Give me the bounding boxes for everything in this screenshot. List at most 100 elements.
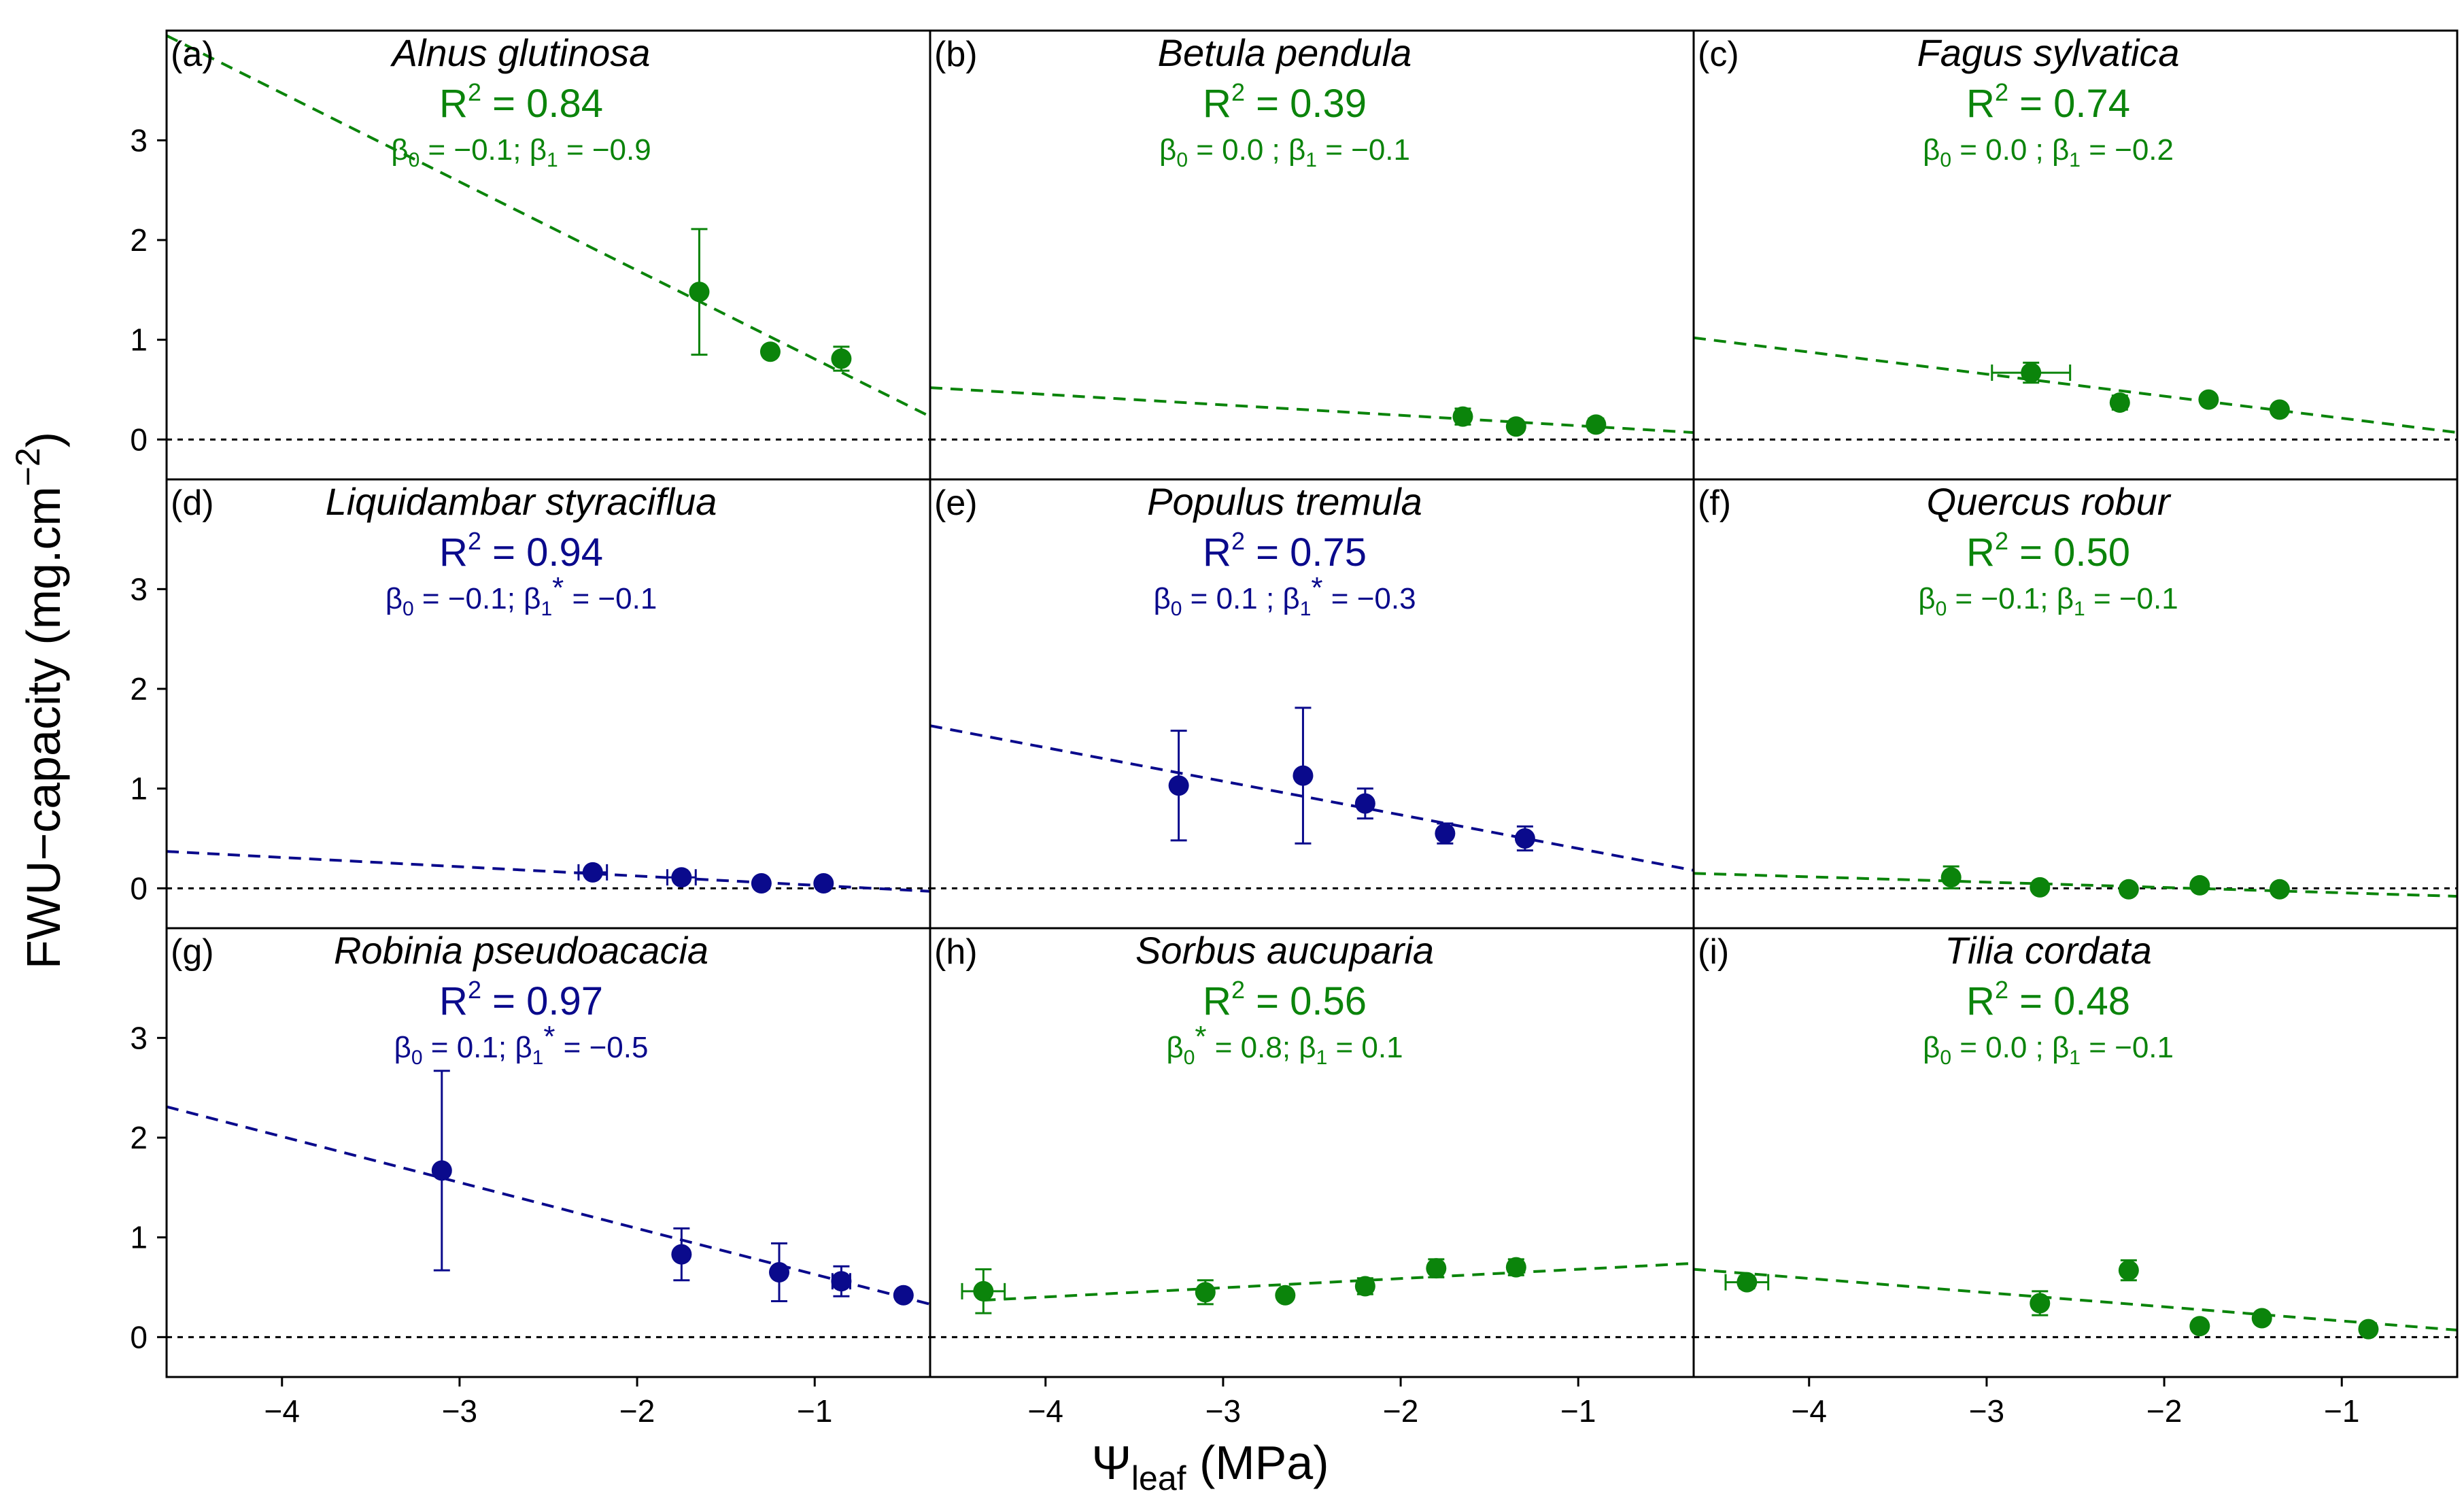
regression-line <box>930 386 1694 435</box>
data-point-group <box>2269 879 2290 900</box>
beta0-value: = 0.0 ; <box>1188 133 1288 167</box>
beta1-symbol: β <box>515 1031 532 1064</box>
r2-superscript: 2 <box>468 527 481 555</box>
x-axis-title-unit: (MPa) <box>1186 1436 1329 1489</box>
data-point <box>1275 1285 1296 1306</box>
data-point <box>2030 877 2051 898</box>
y-tick-label: 3 <box>130 122 148 158</box>
r-squared-label: R2 = 0.48 <box>1966 976 2130 1023</box>
beta-coefficients: β0 = 0.0 ; β1 = −0.2 <box>1923 133 2174 171</box>
regression-line <box>983 1261 1694 1302</box>
data-point <box>1168 775 1189 796</box>
beta-coefficients: β0 = 0.0 ; β1 = −0.1 <box>1923 1031 2174 1069</box>
data-point-group <box>2109 392 2130 413</box>
beta1-significance: * <box>552 571 564 605</box>
beta0-value: = 0.1; <box>423 1031 515 1064</box>
beta1-subscript: 1 <box>547 149 558 171</box>
x-tick-label: −1 <box>1560 1393 1596 1429</box>
r-squared-label: R2 = 0.94 <box>439 527 603 575</box>
data-point-group <box>431 1070 452 1272</box>
beta1-subscript: 1 <box>2069 1047 2081 1069</box>
beta0-symbol: β <box>391 133 408 167</box>
data-point-group <box>769 1242 790 1303</box>
data-point <box>2118 879 2139 900</box>
regression-line <box>1694 872 2457 898</box>
beta-coefficients: β0 = 0.1; β1* = −0.5 <box>394 1020 649 1069</box>
x-axis-title-symbol: Ψ <box>1091 1436 1131 1489</box>
r2-superscript: 2 <box>1995 976 2008 1004</box>
beta1-subscript: 1 <box>2069 149 2081 171</box>
data-point-group <box>813 873 834 894</box>
y-tick-label: 1 <box>130 322 148 358</box>
beta1-value: = −0.3 <box>1323 582 1416 615</box>
data-point-group <box>2198 389 2219 410</box>
r2-value: = 0.48 <box>2008 979 2130 1023</box>
beta1-value: = −0.5 <box>555 1031 648 1064</box>
data-point-group <box>1586 414 1607 435</box>
data-point <box>973 1280 994 1302</box>
data-point-group <box>577 862 609 883</box>
beta1-subscript: 1 <box>541 598 552 620</box>
beta1-symbol: β <box>1299 1031 1316 1064</box>
beta1-subscript: 1 <box>1300 598 1312 620</box>
y-tick-label: 3 <box>130 571 148 607</box>
y-axis-title: FWU−capacity (mg.cm−2) <box>9 432 70 969</box>
beta1-symbol: β <box>1288 133 1305 167</box>
data-point <box>813 873 834 894</box>
r2-value: = 0.97 <box>481 979 603 1023</box>
data-point <box>2269 879 2290 900</box>
r2-symbol: R <box>1966 530 1995 575</box>
data-point <box>1505 416 1526 437</box>
r2-superscript: 2 <box>1231 78 1245 106</box>
beta-coefficients: β0* = 0.8; β1 = 0.1 <box>1166 1020 1403 1069</box>
r-squared-label: R2 = 0.56 <box>1203 976 1367 1023</box>
y-tick-label: 0 <box>130 422 148 457</box>
y-tick-label: 0 <box>130 1319 148 1355</box>
data-point-group <box>2030 1290 2051 1316</box>
beta0-value: = 0.0 ; <box>1951 133 2052 167</box>
data-point <box>671 867 692 888</box>
beta0-subscript: 0 <box>409 149 420 171</box>
y-tick-label: 2 <box>130 671 148 707</box>
data-point <box>831 348 852 369</box>
x-axis-title: Ψleaf (MPa) <box>1091 1436 1329 1496</box>
r2-symbol: R <box>439 979 468 1023</box>
species-name: Populus tremula <box>1147 480 1422 523</box>
beta1-value: = 0.1 <box>1327 1031 1403 1064</box>
data-point <box>769 1262 790 1282</box>
data-point <box>1435 823 1456 844</box>
y-axis-title-close: ) <box>17 432 70 447</box>
beta1-subscript: 1 <box>1316 1047 1328 1069</box>
r2-value: = 0.94 <box>481 530 603 575</box>
regression-line <box>1694 1268 2457 1332</box>
beta1-significance: * <box>543 1020 555 1053</box>
data-point-group <box>1168 730 1189 842</box>
species-name: Betula pendula <box>1158 31 1412 74</box>
species-name: Sorbus aucuparia <box>1135 929 1434 972</box>
r2-superscript: 2 <box>1995 78 2008 106</box>
r2-value: = 0.39 <box>1245 82 1367 126</box>
panel-letter: (h) <box>934 932 978 972</box>
regression-line <box>167 850 930 893</box>
data-point-group <box>2251 1308 2272 1329</box>
beta0-value: = −0.1; <box>1947 582 2056 615</box>
species-name: Alnus glutinosa <box>390 31 651 74</box>
beta1-value: = −0.9 <box>558 133 651 167</box>
species-name: Robinia pseudoacacia <box>334 929 708 972</box>
r2-value: = 0.84 <box>481 82 603 126</box>
data-point-group <box>759 341 781 362</box>
beta0-subscript: 0 <box>1176 149 1188 171</box>
beta-coefficients: β0 = −0.1; β1* = −0.1 <box>386 571 657 620</box>
r2-symbol: R <box>439 530 468 575</box>
beta0-symbol: β <box>1153 582 1170 615</box>
data-point <box>582 862 603 883</box>
beta0-symbol: β <box>386 582 403 615</box>
x-tick-label: −3 <box>1205 1393 1241 1429</box>
data-point-group <box>1452 406 1473 427</box>
